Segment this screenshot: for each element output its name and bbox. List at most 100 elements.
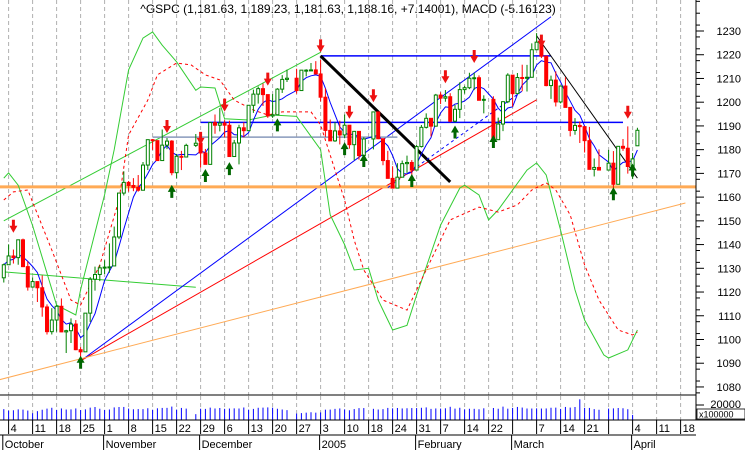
x-tick-label: 11 [35,423,46,435]
month-label: November [106,439,157,450]
candle-body [6,255,11,266]
candle-body [328,129,333,142]
buy-arrow-icon [407,173,416,187]
candle-body [477,77,481,101]
candle [342,114,347,139]
candle [361,137,366,157]
candle-body [333,130,337,142]
candle [635,127,640,147]
candle [429,117,433,137]
x-tick-label: 18 [59,423,71,435]
candle-body [515,77,520,95]
candle-body [419,126,424,148]
candle-body [107,266,112,269]
candle [294,68,299,94]
candle [107,243,112,273]
candle-body [136,186,141,191]
candle-body [510,74,515,95]
candle [265,94,270,118]
chart-title: ^GSPC (1,181.63, 1,189.23, 1,181.63, 1,1… [140,2,556,16]
x-tick-label: 7 [443,423,449,435]
candle [443,90,448,102]
candle [481,95,486,114]
candle-body [597,166,601,171]
candle [347,124,352,149]
candle [477,75,481,101]
candle [328,119,333,142]
candle [395,163,400,189]
x-tick-label: 29 [203,423,215,435]
candle [150,138,155,150]
candle-body [304,69,309,72]
candle-body [606,162,611,171]
candle [448,93,453,123]
candle-body [433,94,438,127]
candle [467,72,472,90]
candle-body [227,124,232,158]
y-tick-label: 1100 [717,334,741,346]
buy-arrow-icon [273,118,282,132]
candle-body [83,312,88,353]
candle [414,144,419,171]
candle-body [414,146,419,171]
candle [227,120,232,158]
candle-body [213,122,217,126]
candle [54,305,59,332]
candle [529,43,534,78]
candle-body [217,122,222,126]
x-tick-label: 18 [683,423,695,435]
y-tick-label: 1190 [717,121,741,133]
candle [246,104,251,132]
candle-body [251,93,256,106]
x-tick-label: 4 [11,423,17,435]
month-label: December [202,439,253,450]
candle-body [385,160,390,179]
candle [419,124,424,148]
candle-body [261,88,265,96]
candle-body [342,124,347,136]
candle [553,71,558,107]
candle [313,61,318,75]
candle [318,59,323,102]
candle-body [208,122,213,165]
price-panel [0,0,696,395]
candle-body [553,79,558,103]
buy-arrow-icon [359,154,368,168]
candle [174,153,179,179]
candle-body [544,55,549,87]
candle-body [25,266,30,288]
candle [549,75,553,99]
candle-body [174,155,179,174]
sell-arrow-icon [441,70,450,84]
candle-body [563,85,568,108]
y-tick-label: 1110 [718,311,741,323]
buy-arrow-icon [628,163,637,177]
candle-body [117,192,121,238]
candle [400,160,405,178]
candle [577,121,582,144]
x-tick-label: 1 [107,423,113,435]
sell-arrow-icon [163,120,171,134]
candle-body [313,69,318,75]
x-tick-label: 10 [347,423,359,435]
candle-body [505,74,510,103]
candle [573,118,577,135]
candle [568,106,573,137]
buy-arrow-icon [609,187,618,201]
month-label: 2005 [322,439,346,450]
macd-signal-line [3,62,638,336]
candle-body [424,117,429,128]
candle [520,64,525,92]
candle-body [409,161,414,171]
candle-body [59,305,64,333]
candle-body [429,117,433,127]
y-tick-label: 1170 [717,168,741,180]
candle-body [376,111,381,140]
candle [222,120,227,138]
candle-body [501,101,505,125]
macd-line [3,31,638,359]
candle [25,261,30,291]
candle [217,108,222,132]
candle [323,88,328,137]
x-tick-label: 11 [659,423,670,435]
